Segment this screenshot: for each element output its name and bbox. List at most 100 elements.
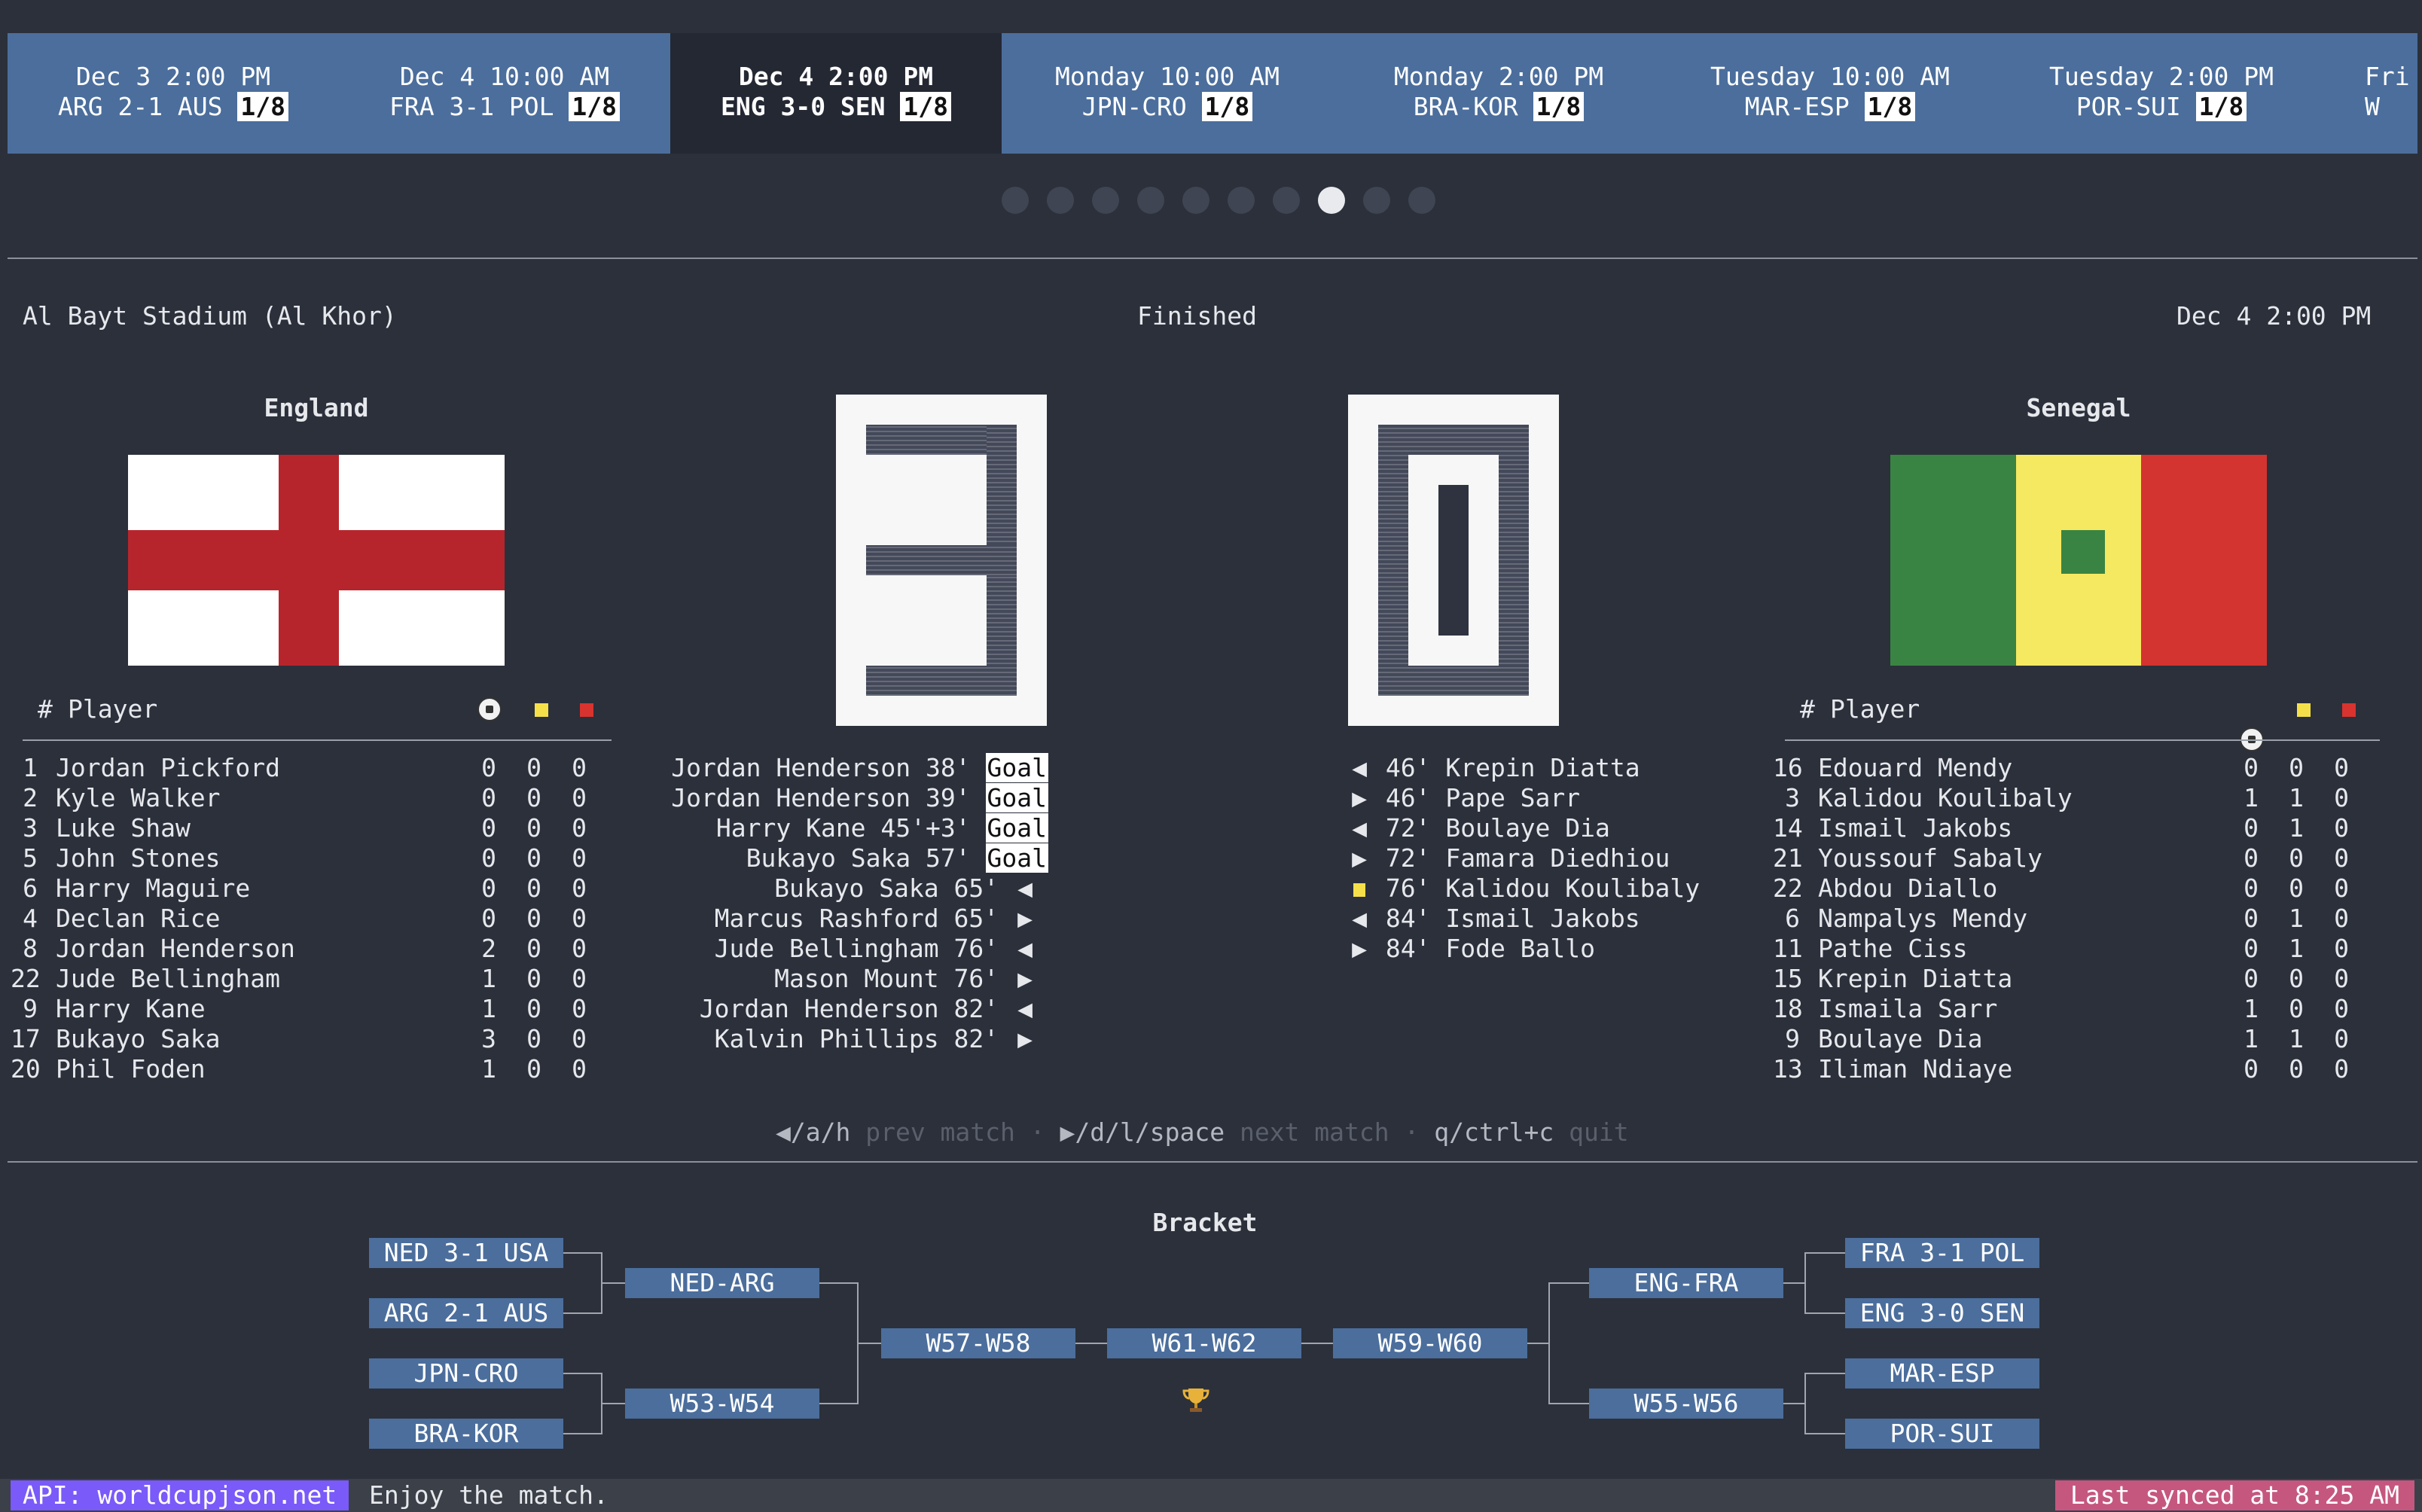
player-number: 8 — [23, 934, 38, 963]
home-team-name: England — [264, 393, 369, 422]
home-lineup-table: # Player 1 Jordan Pickford 0 0 0 2 Kyle Walker… — [0, 0, 2422, 1084]
bracket-connector — [1783, 1282, 1806, 1284]
player-stat-g: 1 — [2244, 994, 2259, 1023]
player-name: Kyle Walker — [56, 783, 221, 812]
pager-dot[interactable] — [1002, 187, 1029, 214]
ticker-date: Tuesday 10:00 AM — [1710, 62, 1950, 91]
bracket-match[interactable]: W59-W60 — [1333, 1328, 1527, 1358]
player-stat-y: 0 — [526, 873, 541, 903]
home-event: Mason Mount 76' ▶ — [774, 964, 1036, 993]
bracket-connector — [1075, 1343, 1107, 1344]
sub-out-icon: ◀ — [1352, 753, 1367, 782]
pager-dot[interactable] — [1137, 187, 1164, 214]
player-stat-g: 1 — [2244, 783, 2259, 812]
player-row: 22 Abdou Diallo 0 0 0 — [1773, 873, 2375, 904]
ticker-match-5[interactable]: Tuesday 10:00 AM MAR-ESP 1/8 — [1664, 33, 1996, 154]
player-row: 14 Ismail Jakobs 0 1 0 — [1773, 813, 2375, 843]
away-col-player: Player — [1830, 694, 1920, 724]
sub-in-icon: ▶ — [1017, 1024, 1033, 1053]
bracket-match[interactable]: NED 3-1 USA — [369, 1238, 563, 1268]
bracket-match[interactable]: ENG 3-0 SEN — [1845, 1298, 2039, 1328]
bracket-match[interactable]: W57-W58 — [881, 1328, 1075, 1358]
player-stat-g: 0 — [481, 843, 496, 873]
bracket-connector — [601, 1252, 602, 1314]
red-card-icon — [2342, 703, 2356, 717]
sub-in-icon: ▶ — [1352, 934, 1367, 963]
ticker-score: POR-SUI 1/8 — [1996, 92, 2327, 121]
player-name: Bukayo Saka — [56, 1024, 221, 1053]
player-stat-r: 0 — [572, 813, 587, 843]
player-stat-g: 1 — [481, 994, 496, 1023]
ticker-match-0[interactable]: Dec 3 2:00 PM ARG 2-1 AUS 1/8 — [8, 33, 339, 154]
keyboard-hints: ◀/a/h prev match · ▶/d/l/space next matc… — [776, 1117, 1629, 1147]
event-text: 46' Krepin Diatta — [1385, 753, 1640, 782]
player-stat-y: 1 — [2289, 783, 2304, 812]
sub-out-icon: ◀ — [1017, 934, 1033, 963]
bracket-match[interactable]: JPN-CRO — [369, 1358, 563, 1389]
home-col-player: Player — [68, 694, 158, 724]
event-text: 72' Famara Diedhiou — [1385, 843, 1670, 873]
pager-dot[interactable] — [1408, 187, 1435, 214]
pager-dot[interactable] — [1228, 187, 1255, 214]
player-row: 18 Ismaila Sarr 1 0 0 — [1773, 994, 2375, 1024]
player-stat-y: 1 — [2289, 934, 2304, 963]
round-badge: 1/8 — [237, 92, 289, 121]
player-stat-y: 1 — [2289, 1024, 2304, 1053]
ticker-match-1[interactable]: Dec 4 10:00 AM FRA 3-1 POL 1/8 — [339, 33, 670, 154]
bracket-final[interactable]: W61-W62 — [1107, 1328, 1301, 1358]
player-stat-g: 0 — [481, 753, 496, 782]
player-stat-r: 0 — [2334, 873, 2349, 903]
pager-dot[interactable] — [1273, 187, 1300, 214]
divider-top — [8, 258, 2417, 259]
player-number: 20 — [11, 1054, 41, 1084]
bracket-match[interactable]: ENG-FRA — [1589, 1268, 1783, 1298]
bracket-match[interactable]: W55-W56 — [1589, 1389, 1783, 1419]
last-synced-badge: Last synced at 8:25 AM — [2054, 1480, 2414, 1510]
player-number: 9 — [23, 994, 38, 1023]
round-badge: 1/8 — [1201, 92, 1253, 121]
bracket-match[interactable]: W53-W54 — [625, 1389, 819, 1419]
player-number: 3 — [23, 813, 38, 843]
goal-badge: Goal — [985, 813, 1048, 843]
ticker-date: Dec 3 2:00 PM — [75, 62, 271, 91]
bracket-connector — [859, 1343, 881, 1344]
bracket-match[interactable]: BRA-KOR — [369, 1419, 563, 1449]
ticker-match-2[interactable]: Dec 4 2:00 PM ENG 3-0 SEN 1/8 — [670, 33, 1002, 154]
player-row: 2 Kyle Walker 0 0 0 — [11, 783, 613, 813]
pager-dot[interactable] — [1318, 187, 1345, 214]
goal-badge: Goal — [985, 753, 1048, 782]
player-stat-r: 0 — [2334, 1024, 2349, 1053]
round-badge: 1/8 — [900, 92, 952, 121]
bracket-connector — [563, 1433, 602, 1434]
pager-dot[interactable] — [1092, 187, 1119, 214]
bracket-match[interactable]: MAR-ESP — [1845, 1358, 2039, 1389]
bracket-connector — [601, 1373, 602, 1434]
ticker-match-7[interactable]: Fri W — [2327, 33, 2417, 154]
away-event: ▶ 46' Pape Sarr — [1348, 783, 1580, 812]
sub-out-icon: ◀ — [1017, 994, 1033, 1023]
ticker-date: Fri — [2365, 62, 2410, 91]
player-name: Iliman Ndiaye — [1818, 1054, 2013, 1084]
ticker-match-4[interactable]: Monday 2:00 PM BRA-KOR 1/8 — [1333, 33, 1664, 154]
bracket-match[interactable]: POR-SUI — [1845, 1419, 2039, 1449]
red-card-icon — [580, 703, 593, 717]
player-stat-r: 0 — [2334, 964, 2349, 993]
event-text: Jordan Henderson 38' — [671, 753, 971, 782]
player-row: 21 Youssouf Sabaly 0 0 0 — [1773, 843, 2375, 873]
bracket-match[interactable]: NED-ARG — [625, 1268, 819, 1298]
ticker-match-3[interactable]: Monday 10:00 AM JPN-CRO 1/8 — [1002, 33, 1333, 154]
ticker-score: MAR-ESP 1/8 — [1664, 92, 1996, 121]
pager-dot[interactable] — [1182, 187, 1209, 214]
hint-desc: prev match — [865, 1117, 1015, 1147]
player-number: 9 — [1785, 1024, 1800, 1053]
bracket-match[interactable]: FRA 3-1 POL — [1845, 1238, 2039, 1268]
player-name: Ismaila Sarr — [1818, 994, 1998, 1023]
sub-in-icon: ▶ — [1352, 783, 1367, 812]
ticker-match-text: ARG 2-1 AUS — [57, 92, 223, 121]
match-ticker[interactable]: Dec 3 2:00 PM ARG 2-1 AUS 1/8 Dec 4 10:00 … — [8, 33, 2417, 154]
player-stat-y: 0 — [2289, 843, 2304, 873]
pager-dot[interactable] — [1363, 187, 1390, 214]
ticker-match-6[interactable]: Tuesday 2:00 PM POR-SUI 1/8 — [1996, 33, 2327, 154]
bracket-match[interactable]: ARG 2-1 AUS — [369, 1298, 563, 1328]
pager-dot[interactable] — [1047, 187, 1074, 214]
